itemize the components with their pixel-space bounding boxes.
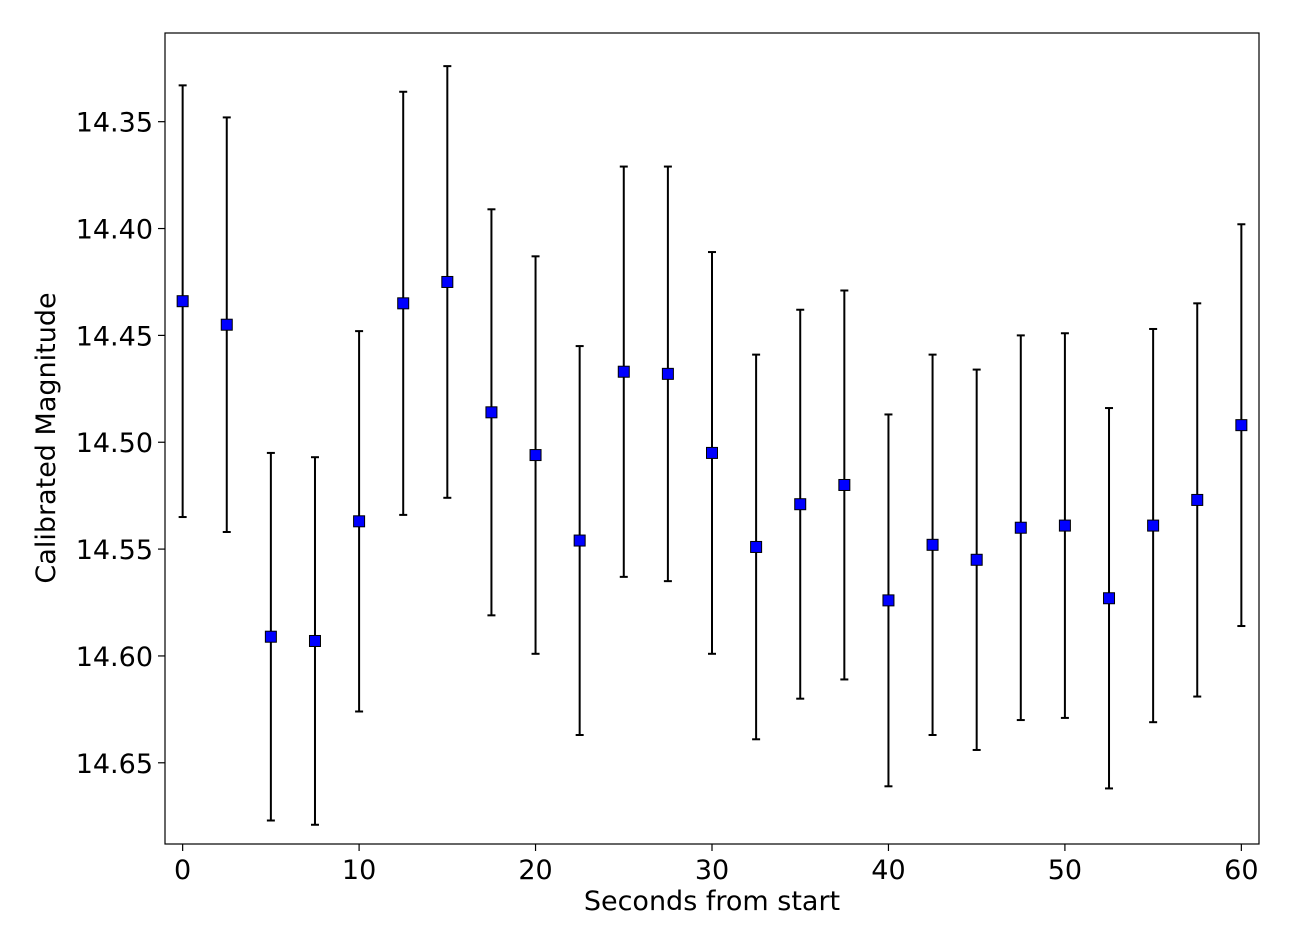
data-point: [573, 534, 586, 547]
data-point: [617, 365, 630, 378]
data-point: [397, 297, 410, 310]
y-tick-label: 14.60: [76, 642, 153, 673]
data-point: [353, 515, 366, 528]
y-tick-label: 14.65: [76, 749, 153, 780]
data-point: [441, 275, 454, 288]
data-point: [1014, 521, 1027, 534]
data-point: [838, 478, 851, 491]
plot-frame: [164, 32, 1260, 845]
data-point: [529, 449, 542, 462]
x-tick-label: 40: [871, 855, 905, 886]
x-tick-label: 0: [174, 855, 191, 886]
data-point: [750, 540, 763, 553]
y-tick-label: 14.50: [76, 428, 153, 459]
x-tick-label: 10: [342, 855, 376, 886]
data-point: [308, 634, 321, 647]
x-tick-label: 30: [695, 855, 729, 886]
data-point: [485, 406, 498, 419]
errorbars-layer: [178, 65, 1246, 826]
y-tick-label: 14.55: [76, 535, 153, 566]
data-point: [1191, 493, 1204, 506]
data-point: [1147, 519, 1160, 532]
data-point: [794, 498, 807, 511]
data-point: [1235, 419, 1248, 432]
ticks-layer: 0 10 20 30 40 50 60 14.35 14.40 14.45 14.50 14.55 14…: [76, 108, 1259, 886]
data-point: [176, 295, 189, 308]
data-point: [661, 367, 674, 380]
y-tick-label: 14.35: [76, 108, 153, 139]
data-point: [970, 553, 983, 566]
y-tick-label: 14.45: [76, 321, 153, 352]
data-point: [926, 538, 939, 551]
data-point: [1103, 592, 1116, 605]
data-point: [706, 446, 718, 459]
x-axis-label: Seconds from start: [584, 886, 840, 917]
x-tick-label: 60: [1224, 855, 1258, 886]
markers-layer: [176, 275, 1248, 647]
x-tick-label: 50: [1048, 855, 1082, 886]
data-point: [264, 630, 277, 643]
y-axis-label: Calibrated Magnitude: [31, 292, 62, 583]
y-tick-label: 14.40: [76, 215, 153, 246]
data-point: [1058, 519, 1071, 532]
data-point: [882, 594, 895, 607]
x-tick-label: 20: [518, 855, 552, 886]
data-point: [220, 318, 233, 331]
